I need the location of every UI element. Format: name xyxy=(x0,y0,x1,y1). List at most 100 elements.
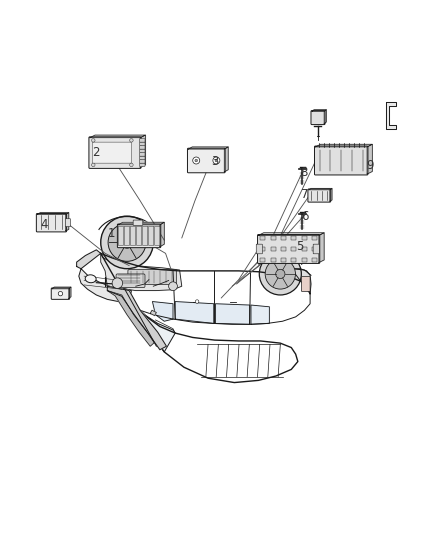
FancyBboxPatch shape xyxy=(140,163,145,167)
Polygon shape xyxy=(107,290,154,346)
Polygon shape xyxy=(251,305,269,324)
Circle shape xyxy=(130,163,133,167)
FancyBboxPatch shape xyxy=(187,148,225,173)
FancyBboxPatch shape xyxy=(155,226,160,246)
Bar xyxy=(301,258,307,262)
FancyBboxPatch shape xyxy=(256,244,262,254)
Circle shape xyxy=(195,300,199,303)
FancyBboxPatch shape xyxy=(137,226,142,246)
Bar xyxy=(260,258,265,262)
Text: 4: 4 xyxy=(40,219,48,231)
Polygon shape xyxy=(131,304,175,352)
Polygon shape xyxy=(188,147,228,149)
Polygon shape xyxy=(107,286,166,350)
Polygon shape xyxy=(52,287,71,289)
FancyBboxPatch shape xyxy=(92,142,131,163)
FancyBboxPatch shape xyxy=(140,149,145,152)
Polygon shape xyxy=(324,110,326,124)
Polygon shape xyxy=(367,144,372,174)
Polygon shape xyxy=(118,222,164,225)
Circle shape xyxy=(265,259,296,289)
Polygon shape xyxy=(258,233,324,236)
FancyBboxPatch shape xyxy=(313,244,319,254)
Polygon shape xyxy=(90,135,145,138)
Polygon shape xyxy=(175,302,214,324)
FancyBboxPatch shape xyxy=(258,235,320,263)
Bar xyxy=(271,258,276,262)
Polygon shape xyxy=(315,144,372,147)
Bar xyxy=(260,247,265,251)
FancyBboxPatch shape xyxy=(148,226,154,246)
Bar xyxy=(301,236,307,240)
FancyBboxPatch shape xyxy=(301,277,310,292)
FancyBboxPatch shape xyxy=(142,226,148,246)
Polygon shape xyxy=(319,233,324,263)
Circle shape xyxy=(121,237,133,248)
Bar xyxy=(291,247,297,251)
Text: 6: 6 xyxy=(300,209,308,223)
FancyBboxPatch shape xyxy=(118,226,124,246)
Circle shape xyxy=(259,253,301,295)
FancyBboxPatch shape xyxy=(117,224,161,248)
FancyBboxPatch shape xyxy=(140,146,145,149)
Circle shape xyxy=(101,216,153,269)
Polygon shape xyxy=(79,269,131,304)
Bar xyxy=(281,258,286,262)
Text: 7: 7 xyxy=(300,188,308,201)
Bar xyxy=(281,236,286,240)
FancyBboxPatch shape xyxy=(140,142,145,146)
FancyBboxPatch shape xyxy=(36,214,67,232)
FancyBboxPatch shape xyxy=(116,274,145,287)
FancyBboxPatch shape xyxy=(140,159,145,163)
FancyBboxPatch shape xyxy=(51,288,70,300)
Polygon shape xyxy=(69,287,71,298)
Circle shape xyxy=(169,282,177,290)
Bar xyxy=(291,236,297,240)
Polygon shape xyxy=(215,304,250,324)
Text: 5: 5 xyxy=(297,240,304,253)
Circle shape xyxy=(193,157,200,164)
Polygon shape xyxy=(330,189,332,201)
Bar xyxy=(271,247,276,251)
Text: 9: 9 xyxy=(366,159,374,172)
Bar xyxy=(312,236,317,240)
Circle shape xyxy=(58,292,63,296)
Polygon shape xyxy=(152,302,173,321)
Polygon shape xyxy=(77,250,101,269)
Text: 8: 8 xyxy=(301,166,308,179)
Circle shape xyxy=(195,159,198,162)
Polygon shape xyxy=(291,269,311,294)
Text: 2: 2 xyxy=(92,146,100,159)
Polygon shape xyxy=(101,253,182,290)
FancyBboxPatch shape xyxy=(124,226,130,246)
Polygon shape xyxy=(309,189,332,190)
FancyBboxPatch shape xyxy=(89,137,141,168)
FancyBboxPatch shape xyxy=(65,219,71,227)
Circle shape xyxy=(112,278,123,288)
FancyBboxPatch shape xyxy=(140,156,145,159)
FancyBboxPatch shape xyxy=(128,270,177,285)
FancyBboxPatch shape xyxy=(140,152,145,156)
Bar xyxy=(271,236,276,240)
Polygon shape xyxy=(386,102,396,128)
FancyBboxPatch shape xyxy=(131,226,136,246)
Circle shape xyxy=(108,223,146,261)
Polygon shape xyxy=(140,135,145,167)
Polygon shape xyxy=(150,310,156,316)
Polygon shape xyxy=(312,110,326,111)
FancyBboxPatch shape xyxy=(314,146,368,175)
Circle shape xyxy=(92,163,95,167)
Text: 1: 1 xyxy=(108,227,116,240)
Ellipse shape xyxy=(85,275,96,282)
Circle shape xyxy=(276,269,285,279)
FancyBboxPatch shape xyxy=(308,189,331,202)
Circle shape xyxy=(130,139,133,142)
Bar xyxy=(312,258,317,262)
Polygon shape xyxy=(37,213,69,214)
Circle shape xyxy=(92,139,95,142)
Circle shape xyxy=(213,157,220,164)
Polygon shape xyxy=(160,222,164,247)
FancyBboxPatch shape xyxy=(133,220,143,225)
FancyBboxPatch shape xyxy=(140,139,145,142)
Bar xyxy=(312,247,317,251)
